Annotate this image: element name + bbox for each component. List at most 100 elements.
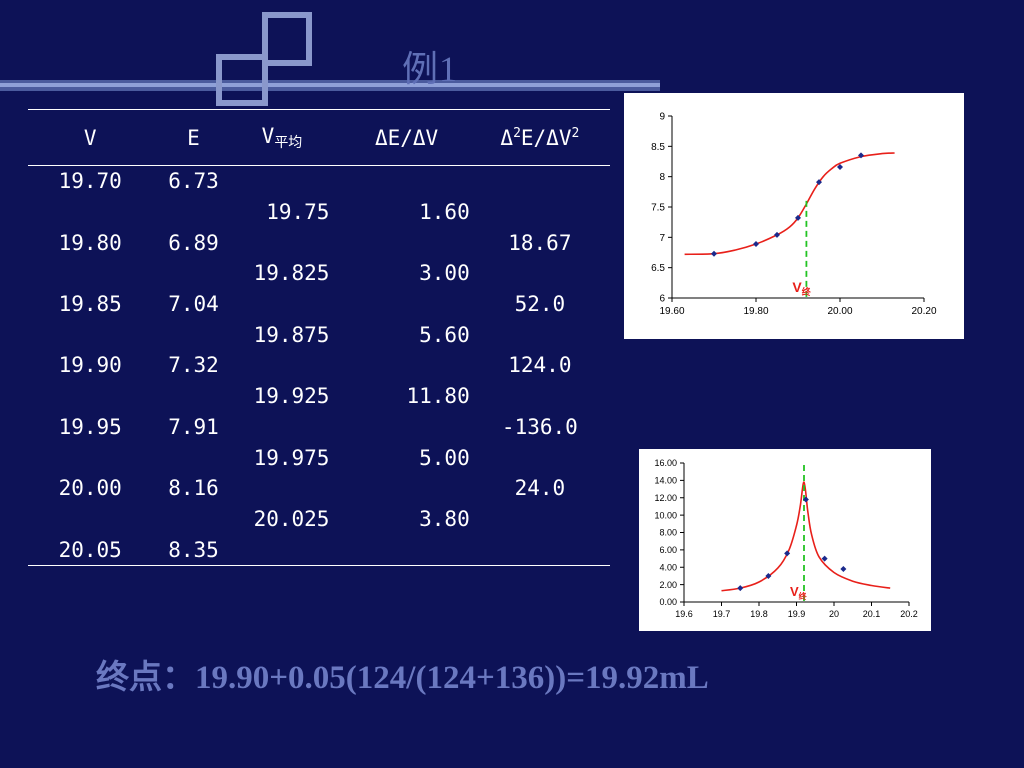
cell-volume: 19.80 (58, 230, 122, 255)
cell-potential: 8.16 (168, 476, 219, 501)
y-tick-label: 2.00 (659, 580, 677, 590)
cell-average-volume (235, 350, 344, 381)
x-tick-label: 19.9 (788, 609, 806, 619)
y-tick-label: 9 (659, 112, 665, 123)
endpoint-label: V终 (790, 584, 808, 601)
titration-data-table: V E V平均 ΔE/ΔV Δ2E/ΔV2 19.70 6.73 19.75 1.60… (28, 109, 610, 566)
cell-average-volume: 19.875 (253, 322, 330, 347)
cell-first-derivative (343, 350, 469, 381)
table-row: 19.85 7.04 52.0 (28, 289, 610, 320)
cell-potential (152, 197, 234, 228)
cell-first-derivative: 5.60 (419, 322, 470, 347)
cell-average-volume (235, 166, 344, 197)
cell-second-derivative: 52.0 (514, 292, 566, 317)
table-row: 19.975 5.00 (28, 442, 610, 473)
data-point (837, 163, 843, 170)
cell-second-derivative (470, 166, 610, 197)
y-tick-label: 7 (659, 233, 665, 244)
endpoint-calculation: 终点：19.90+0.05(124/(124+136))=19.92mL (96, 660, 709, 696)
cell-potential: 6.89 (168, 230, 219, 255)
cell-potential (152, 442, 234, 473)
x-tick-label: 19.7 (713, 609, 731, 619)
data-point (795, 214, 801, 221)
cell-potential: 7.91 (168, 414, 219, 439)
cell-average-volume: 19.825 (253, 261, 330, 286)
cell-volume: 20.00 (58, 476, 122, 501)
table-row: 19.825 3.00 (28, 258, 610, 289)
cell-potential: 7.32 (168, 353, 219, 378)
x-tick-label: 20 (829, 609, 839, 619)
cell-second-derivative (470, 197, 610, 228)
cell-second-derivative (470, 258, 610, 289)
cell-second-derivative (470, 504, 610, 535)
cell-average-volume (235, 227, 344, 258)
cell-potential (152, 319, 234, 350)
y-tick-label: 6 (659, 294, 665, 305)
cell-second-derivative: -136.0 (501, 414, 578, 439)
slide-title: 例1 (402, 49, 459, 89)
y-tick-label: 14.00 (654, 476, 677, 486)
cell-second-derivative: 18.67 (508, 230, 572, 255)
y-tick-label: 16.00 (654, 458, 677, 468)
y-tick-label: 7.5 (651, 203, 665, 214)
y-tick-label: 8.5 (651, 142, 665, 153)
data-point (840, 565, 847, 572)
cell-volume: 20.05 (28, 534, 153, 566)
cell-average-volume (235, 412, 344, 443)
y-tick-label: 6.5 (651, 263, 665, 274)
cell-volume (28, 258, 152, 289)
cell-volume (28, 381, 152, 412)
cell-first-derivative (343, 289, 469, 320)
data-point (802, 496, 809, 503)
cell-average-volume (234, 534, 344, 566)
x-tick-label: 20.00 (827, 306, 852, 317)
data-point (858, 152, 864, 159)
cell-first-derivative: 5.00 (419, 445, 470, 470)
cell-average-volume: 20.025 (253, 506, 330, 531)
x-tick-label: 20.20 (911, 306, 936, 317)
table-row: 20.00 8.16 24.0 (28, 473, 610, 504)
cell-first-derivative: 11.80 (406, 384, 470, 409)
cell-first-derivative (343, 227, 469, 258)
cell-second-derivative: 124.0 (508, 353, 572, 378)
x-tick-label: 19.80 (743, 306, 768, 317)
cell-volume: 19.95 (58, 414, 122, 439)
header-average-volume: V平均 (234, 109, 344, 166)
data-point (784, 550, 791, 557)
cell-first-derivative (343, 473, 469, 504)
y-tick-label: 6.00 (659, 545, 677, 555)
cell-first-derivative: 3.00 (419, 261, 470, 286)
cell-volume: 19.85 (58, 292, 122, 317)
cell-second-derivative (469, 534, 610, 566)
cell-potential: 7.04 (168, 292, 219, 317)
header-second-derivative: Δ2E/ΔV2 (469, 109, 610, 166)
cell-first-derivative (343, 534, 470, 566)
y-tick-label: 8 (659, 172, 665, 183)
endpoint-label: V终 (792, 279, 811, 297)
data-point (765, 572, 772, 579)
table-row: 19.75 1.60 (28, 197, 610, 228)
header-volume: V (28, 109, 153, 166)
first-derivative-chart: 16.00 14.00 12.00 10.00 8.00 6.00 4.00 2.00 0.00… (639, 449, 931, 631)
cell-second-derivative (470, 319, 610, 350)
y-tick-label: 4.00 (659, 562, 677, 572)
y-tick-label: 12.00 (654, 493, 677, 503)
cell-first-derivative (343, 166, 469, 197)
data-point (711, 250, 717, 257)
cell-potential (152, 258, 234, 289)
cell-volume (28, 442, 152, 473)
cell-first-derivative: 1.60 (419, 200, 470, 225)
first-derivative-svg: 16.00 14.00 12.00 10.00 8.00 6.00 4.00 2.00 0.00… (654, 458, 918, 619)
cell-second-derivative: 24.0 (514, 476, 566, 501)
cell-average-volume (235, 289, 344, 320)
cell-volume: 19.70 (58, 169, 122, 194)
x-tick-label: 20.2 (900, 609, 918, 619)
table-row: 19.95 7.91 -136.0 (28, 412, 610, 443)
header-potential: E (152, 109, 235, 166)
table-row: 19.90 7.32 124.0 (28, 350, 610, 381)
table-row: 19.80 6.89 18.67 (28, 227, 610, 258)
table-row: 20.05 8.35 (28, 534, 610, 566)
titration-curve-chart: 9 8.5 8 7.5 7 6.5 6 19.60 19.80 20.00 20.20 V终 (624, 93, 964, 339)
table-row: 19.925 11.80 (28, 381, 610, 412)
x-tick-label: 19.60 (659, 306, 684, 317)
